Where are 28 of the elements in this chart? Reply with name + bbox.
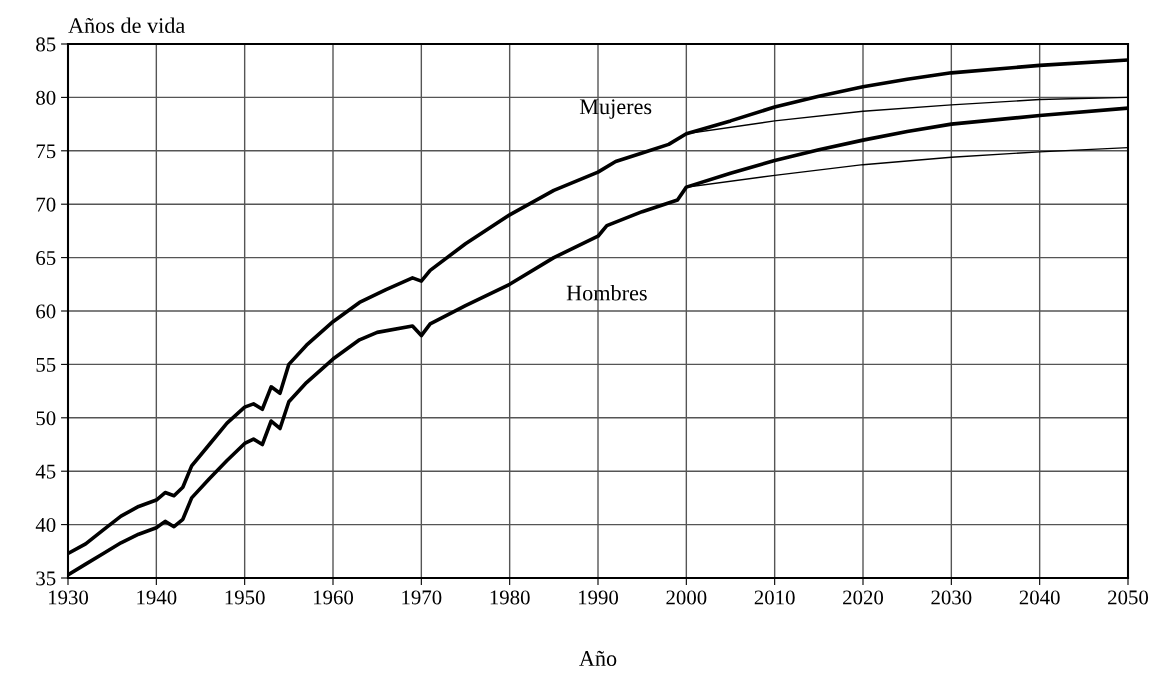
x-tick-label: 1940	[137, 590, 177, 605]
series-label: Mujeres	[579, 99, 652, 119]
y-tick-label: 80	[36, 90, 56, 105]
y-tick-label: 45	[35, 464, 56, 479]
y-tick-label: 55	[36, 357, 56, 372]
x-tick-label: 2020	[843, 590, 884, 605]
y-tick-label: 65	[36, 251, 56, 266]
y-tick-label: 85	[36, 37, 56, 52]
x-tick-label: 2010	[754, 590, 795, 605]
y-tick-label: 70	[36, 197, 56, 212]
y-tick-label: 50	[36, 411, 56, 426]
x-tick-label: 2050	[1108, 590, 1149, 605]
x-tick-label: 2000	[666, 590, 707, 605]
y-tick-label: 75	[36, 144, 56, 159]
x-tick-label: 1980	[490, 590, 530, 605]
y-tick-label: 35	[36, 571, 56, 586]
y-axis-title: Años de vida	[68, 17, 185, 34]
x-tick-label: 1960	[314, 590, 354, 605]
x-axis-title: Año	[579, 650, 617, 666]
x-tick-label: 2030	[931, 590, 972, 605]
y-tick-label: 60	[36, 304, 56, 319]
x-tick-label: 1950	[225, 590, 265, 605]
series-label: Hombres	[566, 284, 647, 301]
x-tick-label: 1970	[402, 590, 442, 605]
y-tick-label: 40	[35, 517, 56, 533]
x-tick-label: 2040	[1019, 590, 1060, 605]
x-tick-label: 1930	[49, 590, 89, 605]
x-tick-label: 1990	[579, 590, 619, 605]
